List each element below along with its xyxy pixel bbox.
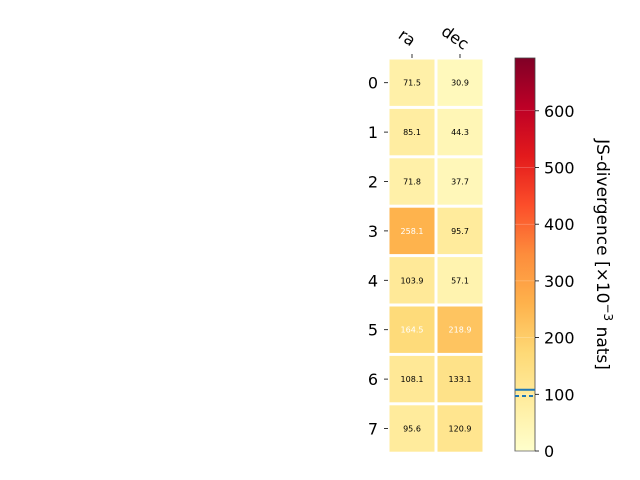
colorbar-tick-label: 100 [544,385,575,404]
colorbar-label-exponent: −3 [601,303,615,321]
heatmap-cell [437,108,483,156]
heatmap-cell [437,405,483,452]
cell-value-label: 133.1 [449,375,472,384]
cell-value-label: 57.1 [451,276,469,285]
column-tick-label: ra [395,25,419,50]
heatmap-cell [389,306,435,353]
colorbar-label-main: JS-divergence [×10 [592,138,612,303]
cell-value-label: 71.8 [403,178,421,187]
row-tick-label: 4 [368,271,378,290]
colorbar-label-end: nats] [592,321,612,370]
column-tick-label: dec [438,21,472,53]
colorbar-tick-label: 500 [544,158,575,177]
cell-value-label: 37.7 [451,178,469,187]
cell-value-label: 30.9 [451,79,469,88]
row-tick-label: 3 [368,222,378,241]
heatmap-cell [437,355,483,403]
cell-value-label: 44.3 [451,128,469,137]
cell-value-label: 258.1 [401,227,424,236]
colorbar-tick-label: 0 [544,442,554,461]
colorbar-gradient [514,57,536,452]
heatmap-cell [437,158,483,205]
cell-value-label: 103.9 [401,276,424,285]
cell-value-label: 71.5 [403,79,421,88]
heatmap-cell [389,158,435,205]
cell-value-label: 120.9 [449,425,472,434]
cell-value-label: 218.9 [449,326,472,335]
row-tick-label: 1 [368,123,378,142]
heatmap-cell [437,306,483,353]
cell-value-label: 164.5 [401,326,424,335]
row-tick-label: 6 [368,370,378,389]
row-tick-label: 2 [368,173,378,192]
heatmap-cell [389,207,435,255]
cell-value-label: 95.7 [451,227,469,236]
heatmap-cell [437,257,483,304]
column-tick-labels: ra dec [395,21,472,58]
colorbar-ticks: 0 100 200 300 400 500 600 [515,102,575,461]
cell-value-label: 95.6 [403,425,421,434]
heatmap-cell [389,108,435,156]
row-tick-label: 0 [368,74,378,93]
colorbar-label: JS-divergence [×10−3 nats] [592,138,615,370]
colorbar [514,57,536,452]
heatmap-cell [389,355,435,403]
cell-value-label: 108.1 [401,375,424,384]
heatmap-cell [437,207,483,255]
heatmap-cell [389,405,435,452]
heatmap-cells: 71.5 30.9 85.1 44.3 71.8 37.7 258.1 95.7 103.9 57… [389,59,483,452]
colorbar-tick-label: 400 [544,215,575,234]
cell-value-label: 85.1 [403,128,421,137]
row-tick-labels: 0 1 2 3 4 5 6 7 [368,74,388,439]
row-tick-label: 5 [368,321,378,340]
row-tick-label: 7 [368,420,378,439]
colorbar-tick-label: 200 [544,329,575,348]
colorbar-tick-label: 300 [544,272,575,291]
heatmap-cell [389,59,435,106]
heatmap-cell [437,59,483,106]
heatmap-cell [389,257,435,304]
colorbar-reference-lines [515,388,535,397]
colorbar-tick-label: 600 [544,102,575,121]
